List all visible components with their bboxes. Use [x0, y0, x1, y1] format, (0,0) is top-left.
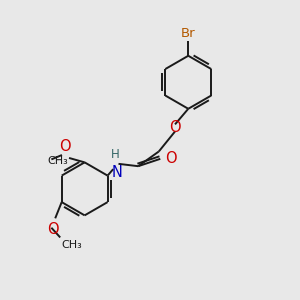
Text: methoxy: methoxy	[56, 159, 62, 160]
Text: O: O	[47, 222, 59, 237]
Text: O: O	[169, 120, 181, 135]
Text: Br: Br	[181, 27, 196, 40]
Text: O: O	[59, 139, 71, 154]
Text: CH₃: CH₃	[47, 156, 68, 166]
Text: CH₃: CH₃	[62, 239, 82, 250]
Text: H: H	[111, 148, 119, 161]
Text: N: N	[112, 165, 122, 180]
Text: O: O	[166, 151, 177, 166]
